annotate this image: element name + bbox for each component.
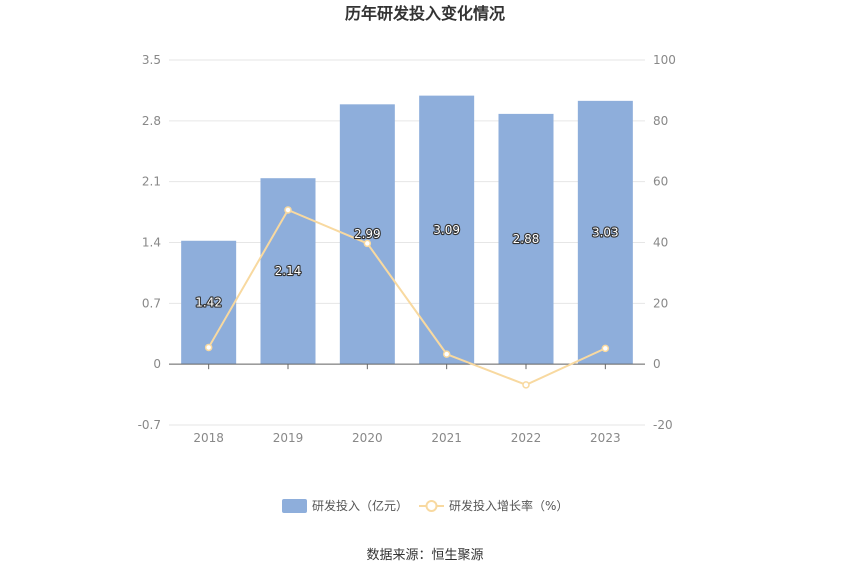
bar-series — [181, 95, 633, 365]
legend-line-marker — [425, 500, 438, 512]
right-tick-label: -20 — [653, 418, 673, 432]
x-tick-label-2021: 2021 — [431, 431, 462, 445]
line-point-2021[interactable] — [442, 350, 451, 358]
x-tick-label-2020: 2020 — [352, 431, 383, 445]
bar-2022[interactable] — [498, 113, 554, 365]
line-point-2019[interactable] — [284, 206, 292, 214]
left-tick-label: 2.1 — [142, 175, 161, 189]
left-y-axis: -0.7 0 0.7 1.4 2.1 2.8 3.5 — [138, 53, 161, 432]
right-tick-label: 100 — [653, 53, 676, 67]
left-tick-label: -0.7 — [138, 418, 161, 432]
bar-2021[interactable] — [419, 95, 475, 365]
line-point-2020[interactable] — [363, 239, 372, 248]
bar-label-2019: 2.14 — [275, 264, 302, 278]
left-tick-label: 2.8 — [142, 114, 161, 128]
right-tick-label: 60 — [653, 175, 668, 189]
growth-rate-line — [207, 208, 606, 386]
legend: 研发投入（亿元） 研发投入增长率（%） — [282, 498, 568, 513]
x-axis: 2018 2019 2020 2021 2022 2023 — [193, 364, 621, 445]
chart-title: 历年研发投入变化情况 — [345, 4, 505, 23]
legend-item-line[interactable]: 研发投入增长率（%） — [419, 498, 568, 513]
x-tick-label-2023: 2023 — [590, 431, 621, 445]
grid-lines — [169, 59, 645, 426]
legend-line-label: 研发投入增长率（%） — [449, 498, 568, 513]
line-point-2022[interactable] — [522, 381, 530, 389]
source-note: 数据来源：恒生聚源 — [366, 548, 483, 563]
right-tick-label: 40 — [653, 236, 668, 250]
left-tick-label: 0 — [153, 357, 161, 371]
legend-bar-swatch — [282, 499, 307, 513]
right-y-axis: -20 0 20 40 60 80 100 — [653, 53, 676, 432]
bar-2018[interactable] — [181, 240, 237, 365]
bar-label-2021: 3.09 — [433, 223, 460, 237]
right-tick-label: 80 — [653, 114, 668, 128]
line-series — [204, 206, 610, 389]
line-point-2018[interactable] — [204, 343, 213, 352]
x-tick-label-2019: 2019 — [273, 431, 304, 445]
bar-2020[interactable] — [339, 104, 395, 365]
left-tick-label: 0.7 — [142, 296, 161, 310]
x-tick-label-2022: 2022 — [511, 431, 542, 445]
line-point-2023[interactable] — [601, 344, 610, 353]
bar-2023[interactable] — [577, 100, 633, 365]
legend-bar-label: 研发投入（亿元） — [312, 498, 408, 513]
bar-label-2018: 1.42 — [195, 295, 222, 309]
bar-label-2022: 2.88 — [513, 232, 540, 246]
bar-data-labels: 1.42 2.14 2.99 3.09 2.88 3.03 — [194, 222, 620, 311]
right-tick-label: 20 — [653, 296, 668, 310]
x-tick-label-2018: 2018 — [193, 431, 224, 445]
right-tick-label: 0 — [653, 357, 661, 371]
legend-item-bar[interactable]: 研发投入（亿元） — [282, 498, 408, 513]
bar-label-2023: 3.03 — [592, 226, 619, 240]
left-tick-label: 1.4 — [142, 236, 161, 250]
bar-label-2020: 2.99 — [354, 227, 381, 241]
left-tick-label: 3.5 — [142, 53, 161, 67]
